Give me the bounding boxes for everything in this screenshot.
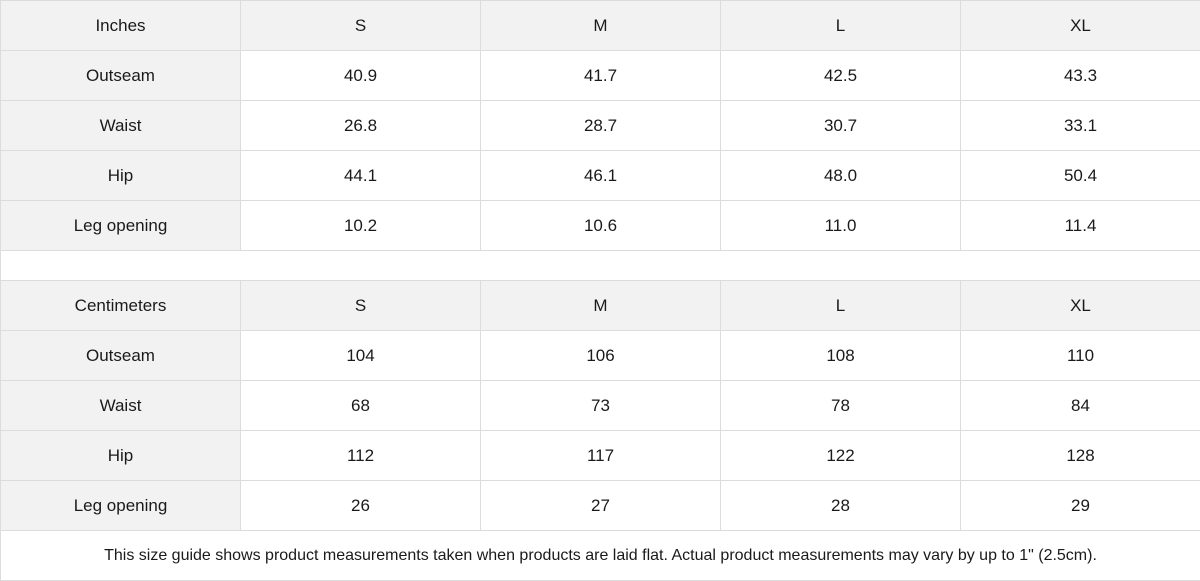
measurement-label: Leg opening [1, 201, 241, 251]
measurement-label: Waist [1, 381, 241, 431]
measurement-value: 50.4 [961, 151, 1200, 201]
size-header: M [481, 1, 721, 51]
size-header: XL [961, 1, 1200, 51]
measurement-value: 122 [721, 431, 961, 481]
measurement-value: 33.1 [961, 101, 1200, 151]
measurement-value: 73 [481, 381, 721, 431]
measurement-value: 10.6 [481, 201, 721, 251]
measurement-value: 41.7 [481, 51, 721, 101]
measurement-value: 117 [481, 431, 721, 481]
measurement-value: 48.0 [721, 151, 961, 201]
measurement-value: 26.8 [241, 101, 481, 151]
measurement-value: 40.9 [241, 51, 481, 101]
unit-header: Centimeters [1, 281, 241, 331]
measurement-value: 30.7 [721, 101, 961, 151]
measurement-value: 106 [481, 331, 721, 381]
size-header: XL [961, 281, 1200, 331]
measurement-value: 42.5 [721, 51, 961, 101]
size-header: M [481, 281, 721, 331]
measurement-value: 128 [961, 431, 1200, 481]
footnote-row: This size guide shows product measuremen… [1, 531, 1200, 581]
measurement-value: 43.3 [961, 51, 1200, 101]
measurement-value: 112 [241, 431, 481, 481]
size-header: L [721, 1, 961, 51]
measurement-label: Hip [1, 431, 241, 481]
footnote: This size guide shows product measuremen… [1, 531, 1200, 581]
unit-header: Inches [1, 1, 241, 51]
size-header: S [241, 1, 481, 51]
measurement-label: Leg opening [1, 481, 241, 531]
section-spacer [1, 251, 1200, 281]
measurement-value: 10.2 [241, 201, 481, 251]
measurement-value: 29 [961, 481, 1200, 531]
measurement-value: 44.1 [241, 151, 481, 201]
measurement-value: 27 [481, 481, 721, 531]
measurement-label: Outseam [1, 51, 241, 101]
size-header: L [721, 281, 961, 331]
measurement-value: 26 [241, 481, 481, 531]
measurement-value: 110 [961, 331, 1200, 381]
spacer-cell [1, 251, 1200, 281]
measurement-value: 11.4 [961, 201, 1200, 251]
measurement-value: 28 [721, 481, 961, 531]
measurement-value: 104 [241, 331, 481, 381]
measurement-value: 108 [721, 331, 961, 381]
measurement-label: Outseam [1, 331, 241, 381]
measurement-value: 68 [241, 381, 481, 431]
measurement-value: 46.1 [481, 151, 721, 201]
measurement-label: Waist [1, 101, 241, 151]
size-header: S [241, 281, 481, 331]
measurement-value: 78 [721, 381, 961, 431]
measurement-value: 11.0 [721, 201, 961, 251]
measurement-label: Hip [1, 151, 241, 201]
measurement-value: 84 [961, 381, 1200, 431]
measurement-value: 28.7 [481, 101, 721, 151]
